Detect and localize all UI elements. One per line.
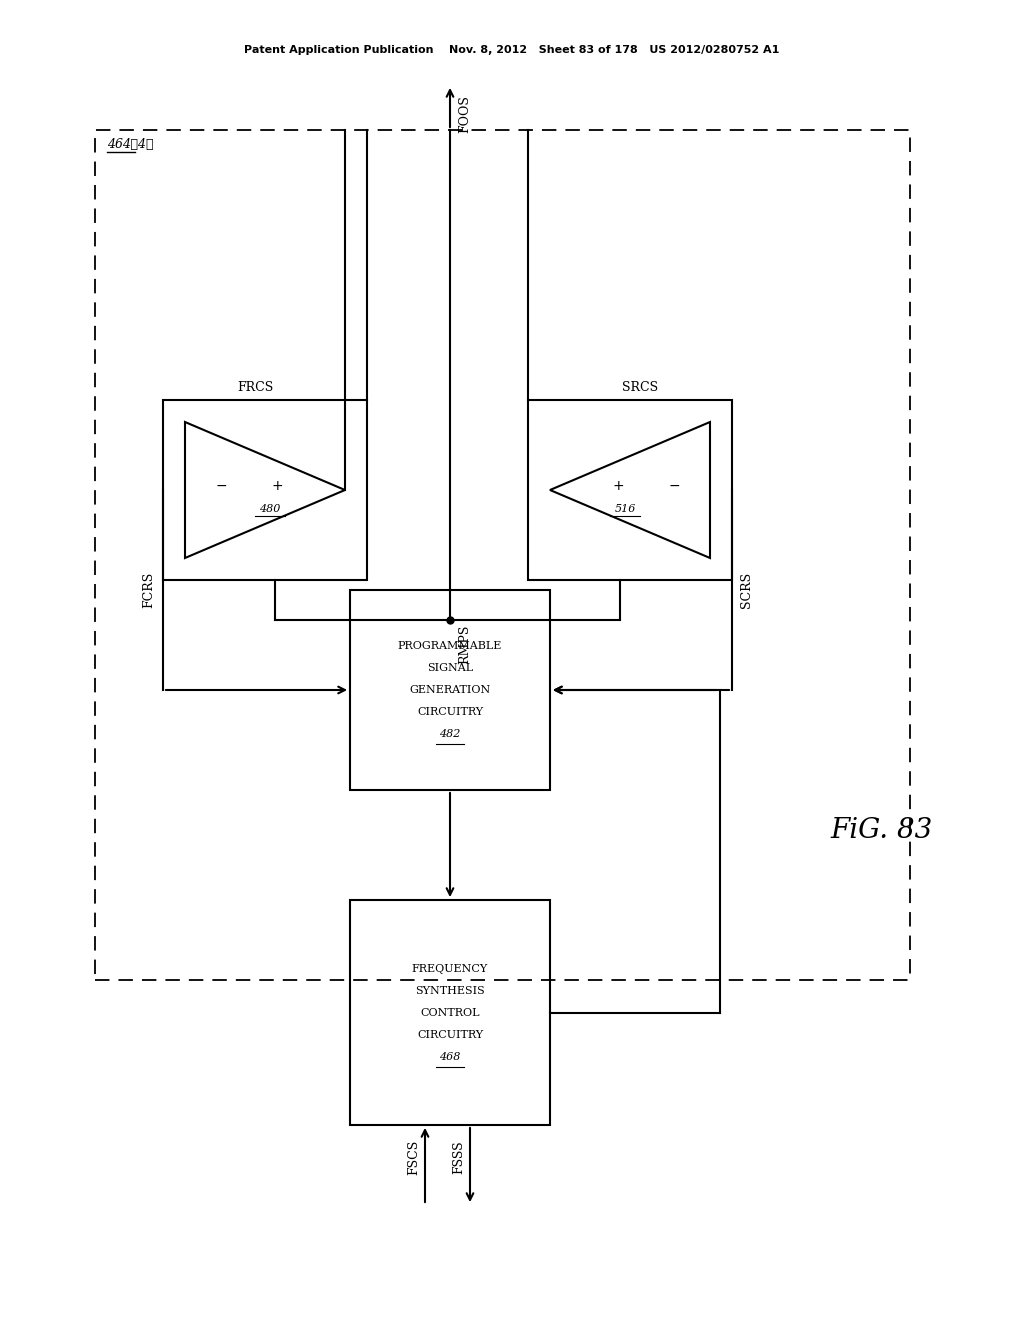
Text: +: + [612,479,624,492]
Text: 468: 468 [439,1052,461,1061]
Text: PROGRAMMABLE: PROGRAMMABLE [397,642,502,651]
Text: 4͟6͟4͟: 4͟6͟4͟ [106,139,154,150]
Text: SIGNAL: SIGNAL [427,663,473,673]
Bar [528,400,732,579]
Text: 482: 482 [439,729,461,739]
Text: RMPS: RMPS [458,624,471,664]
Bar [350,590,550,789]
Text: CONTROL: CONTROL [420,1007,480,1018]
Bar [163,400,367,579]
Text: 464: 464 [106,139,131,150]
Text: FREQUENCY: FREQUENCY [412,964,488,974]
Bar [350,900,550,1125]
Text: GENERATION: GENERATION [410,685,490,696]
Text: Patent Application Publication    Nov. 8, 2012   Sheet 83 of 178   US 2012/02807: Patent Application Publication Nov. 8, 2… [245,45,779,55]
Text: FiG. 83: FiG. 83 [830,817,932,843]
Text: FCRS: FCRS [142,572,155,609]
Text: SYNTHESIS: SYNTHESIS [415,986,485,995]
Text: CIRCUITRY: CIRCUITRY [417,708,483,717]
Bar [95,129,910,979]
Text: FRCS: FRCS [237,381,273,393]
Text: 516: 516 [614,504,636,513]
Text: FSCS: FSCS [407,1140,420,1175]
Text: −: − [215,479,226,492]
Text: +: + [271,479,283,492]
Text: −: − [669,479,680,492]
Text: FSSS: FSSS [452,1140,465,1173]
Text: SCRS: SCRS [740,572,753,609]
Text: 480: 480 [259,504,281,513]
Text: FOOS: FOOS [458,95,471,133]
Text: SRCS: SRCS [622,381,658,393]
Text: CIRCUITRY: CIRCUITRY [417,1030,483,1040]
